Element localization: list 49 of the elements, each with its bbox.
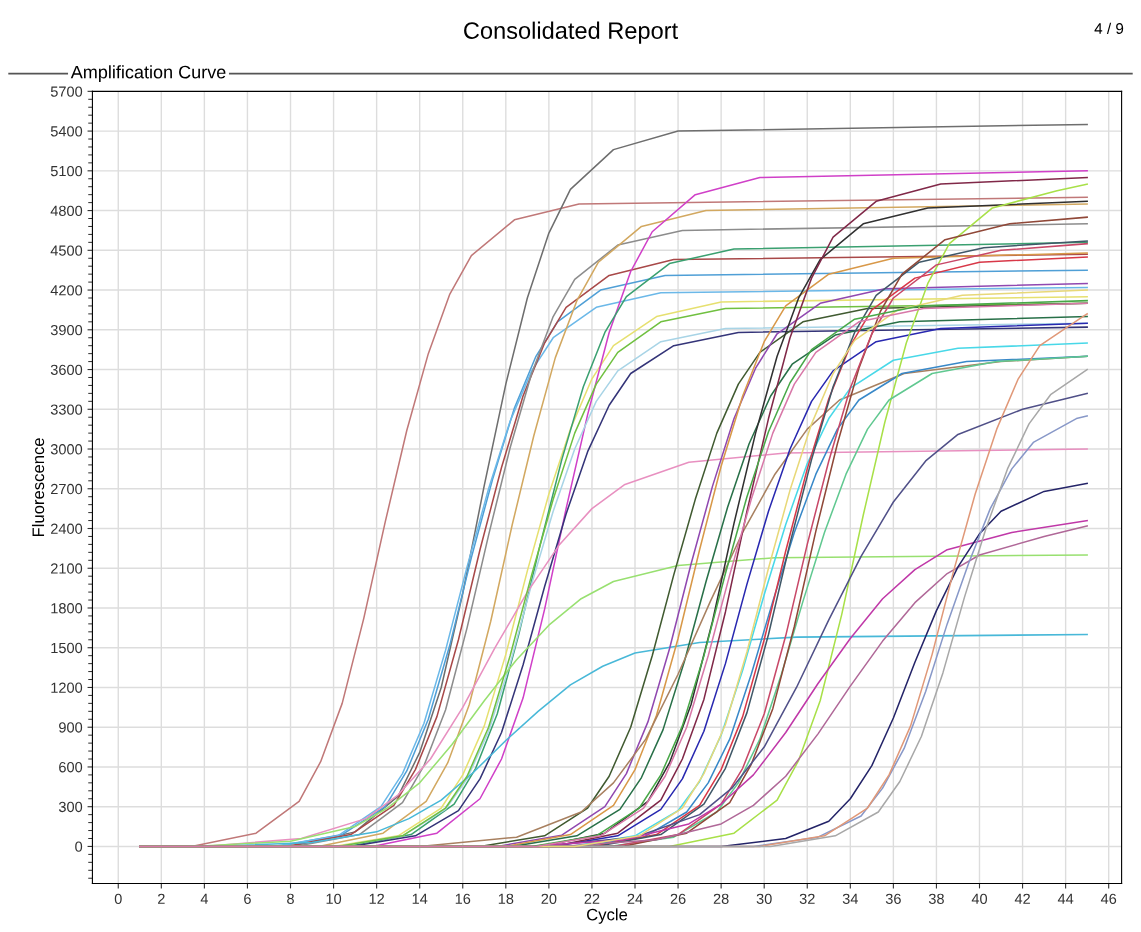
x-tick-label: 10: [326, 893, 342, 904]
x-tick-label: 2: [158, 893, 165, 904]
x-tick-label: 18: [498, 893, 514, 904]
y-tick-label: 1800: [51, 603, 83, 614]
x-tick-label: 20: [541, 893, 557, 904]
y-tick-label: 1200: [51, 682, 83, 693]
y-tick-label: 4200: [50, 285, 83, 296]
x-tick-label: 0: [114, 893, 122, 904]
x-tick-label: 38: [928, 893, 944, 904]
y-tick-label: 2100: [50, 563, 83, 574]
x-tick-label: 44: [1057, 893, 1074, 904]
y-tick-label: 3300: [50, 404, 83, 415]
y-tick-label: 2400: [50, 523, 83, 534]
y-tick-label: 2700: [50, 483, 83, 495]
x-tick-label: 28: [713, 893, 729, 904]
y-tick-label: 5400: [50, 126, 83, 137]
y-tick-label: 1500: [51, 642, 83, 654]
x-tick-label: 22: [584, 893, 600, 904]
y-tick-label: 4500: [50, 245, 83, 256]
y-tick-label: 900: [59, 722, 83, 733]
x-tick-label: 26: [670, 893, 686, 904]
x-tick-label: 32: [799, 893, 815, 904]
y-tick-label: 0: [75, 841, 83, 852]
y-tick-label: 3600: [50, 364, 83, 375]
y-tick-label: 600: [59, 762, 83, 773]
x-tick-label: 36: [885, 893, 901, 904]
x-tick-label: 30: [756, 893, 772, 904]
y-tick-label: 5700: [50, 86, 83, 97]
x-tick-label: 14: [412, 893, 428, 904]
x-tick-label: 4: [200, 893, 209, 904]
y-tick-label: 3000: [50, 444, 83, 455]
x-tick-label: 6: [244, 893, 251, 904]
y-tick-label: 3900: [50, 324, 83, 336]
x-tick-label: 40: [971, 893, 988, 904]
x-tick-label: 34: [842, 893, 858, 904]
x-tick-label: 24: [627, 893, 643, 904]
y-axis-title: Fluorescence: [31, 438, 45, 537]
x-tick-label: 42: [1014, 893, 1030, 904]
x-tick-label: 16: [455, 893, 471, 904]
x-tick-label: 12: [369, 893, 385, 904]
x-axis-title: Cycle: [587, 908, 628, 924]
y-tick-label: 300: [58, 801, 83, 813]
chart-subtitle: Amplification Curve: [70, 65, 226, 83]
chart-title: Consolidated Report: [464, 21, 678, 44]
text: 4 / 9: [1094, 22, 1124, 34]
x-tick-label: 8: [287, 893, 294, 904]
y-tick-label: 5100: [50, 165, 83, 177]
x-tick-label: 46: [1100, 893, 1117, 904]
y-tick-label: 4800: [50, 205, 83, 216]
